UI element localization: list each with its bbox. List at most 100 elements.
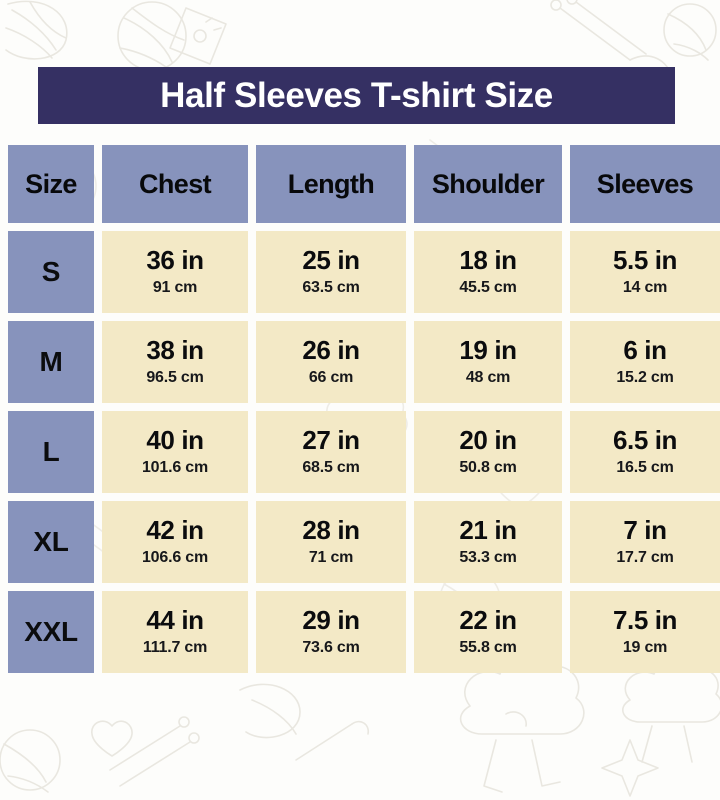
column-header-size: Size	[8, 145, 94, 223]
value-centimeters: 16.5 cm	[616, 459, 674, 477]
value-centimeters: 63.5 cm	[302, 279, 360, 297]
value-centimeters: 101.6 cm	[141, 459, 208, 477]
value-centimeters: 71 cm	[308, 549, 354, 567]
cell-sleeves: 6 in 15.2 cm	[570, 321, 720, 403]
cell-shoulder: 22 in 55.8 cm	[414, 591, 562, 673]
column-header-length: Length	[256, 145, 406, 223]
column-header-label: Chest	[138, 168, 212, 199]
row-size-label: XL	[8, 501, 94, 583]
value-centimeters: 73.6 cm	[302, 639, 360, 657]
cell-sleeves: 7 in 17.7 cm	[570, 501, 720, 583]
value-centimeters: 50.8 cm	[459, 459, 517, 477]
cell-shoulder: 19 in 48 cm	[414, 321, 562, 403]
crochet-hook-icon	[295, 720, 370, 761]
value-centimeters: 15.2 cm	[616, 369, 674, 387]
value-inches: 18 in	[459, 244, 517, 275]
value-inches: 44 in	[146, 604, 204, 635]
column-header-label: Shoulder	[431, 168, 545, 199]
cell-sleeves: 6.5 in 16.5 cm	[570, 411, 720, 493]
cell-sleeves: 7.5 in 19 cm	[570, 591, 720, 673]
value-centimeters: 55.8 cm	[459, 639, 517, 657]
yarn-ball-icon	[663, 3, 717, 61]
value-inches: 42 in	[146, 514, 204, 545]
cell-chest: 36 in 91 cm	[102, 231, 248, 313]
value-centimeters: 91 cm	[152, 279, 198, 297]
size-value: M	[39, 346, 63, 377]
table-row: S 36 in 91 cm 25 in 63.5 cm 18 in 45.5 c…	[8, 231, 720, 313]
yarn-ball-icon	[0, 729, 61, 793]
column-header-shoulder: Shoulder	[414, 145, 562, 223]
table-header-row: Size Chest Length Shoulder Sleeves	[8, 145, 720, 223]
value-centimeters: 68.5 cm	[302, 459, 360, 477]
value-inches: 28 in	[302, 514, 360, 545]
value-inches: 20 in	[459, 424, 517, 455]
column-header-label: Length	[287, 168, 375, 199]
value-centimeters: 106.6 cm	[141, 549, 208, 567]
yarn-ball-icon	[5, 0, 68, 60]
chart-title-bar: Half Sleeves T-shirt Size	[38, 67, 675, 124]
value-inches: 29 in	[302, 604, 360, 635]
row-size-label: L	[8, 411, 94, 493]
size-value: L	[42, 436, 60, 467]
value-inches: 5.5 in	[612, 244, 678, 275]
value-inches: 19 in	[459, 334, 517, 365]
value-centimeters: 14 cm	[622, 279, 668, 297]
value-inches: 27 in	[302, 424, 360, 455]
value-inches: 26 in	[302, 334, 360, 365]
sparkle-icon	[601, 739, 659, 797]
page-title: Half Sleeves T-shirt Size	[160, 76, 553, 115]
cell-length: 26 in 66 cm	[256, 321, 406, 403]
row-size-label: M	[8, 321, 94, 403]
table-row: M 38 in 96.5 cm 26 in 66 cm 19 in 48 cm …	[8, 321, 720, 403]
value-inches: 6 in	[623, 334, 667, 365]
value-centimeters: 96.5 cm	[146, 369, 204, 387]
value-inches: 36 in	[146, 244, 204, 275]
cell-shoulder: 20 in 50.8 cm	[414, 411, 562, 493]
cell-chest: 40 in 101.6 cm	[102, 411, 248, 493]
size-value: XXL	[24, 616, 78, 647]
size-value: S	[41, 256, 61, 287]
table-row: XXL 44 in 111.7 cm 29 in 73.6 cm 22 in 5…	[8, 591, 720, 673]
cell-sleeves: 5.5 in 14 cm	[570, 231, 720, 313]
value-centimeters: 17.7 cm	[616, 549, 674, 567]
table-row: L 40 in 101.6 cm 27 in 68.5 cm 20 in 50.…	[8, 411, 720, 493]
cell-shoulder: 21 in 53.3 cm	[414, 501, 562, 583]
cell-length: 28 in 71 cm	[256, 501, 406, 583]
heart-icon	[91, 720, 133, 757]
cell-length: 29 in 73.6 cm	[256, 591, 406, 673]
yarn-ball-icon	[117, 1, 227, 71]
cell-chest: 38 in 96.5 cm	[102, 321, 248, 403]
table-row: XL 42 in 106.6 cm 28 in 71 cm 21 in 53.3…	[8, 501, 720, 583]
column-header-sleeves: Sleeves	[570, 145, 720, 223]
size-value: XL	[33, 526, 69, 557]
value-inches: 7.5 in	[612, 604, 678, 635]
value-inches: 38 in	[146, 334, 204, 365]
cell-length: 27 in 68.5 cm	[256, 411, 406, 493]
value-inches: 6.5 in	[612, 424, 678, 455]
cell-length: 25 in 63.5 cm	[256, 231, 406, 313]
value-centimeters: 48 cm	[465, 369, 511, 387]
value-inches: 21 in	[459, 514, 517, 545]
value-inches: 40 in	[146, 424, 204, 455]
value-inches: 25 in	[302, 244, 360, 275]
cell-shoulder: 18 in 45.5 cm	[414, 231, 562, 313]
sheep-icon	[459, 655, 585, 793]
row-size-label: XXL	[8, 591, 94, 673]
value-centimeters: 53.3 cm	[459, 549, 517, 567]
size-chart-table: Size Chest Length Shoulder Sleeves S 36 …	[8, 145, 720, 673]
value-centimeters: 66 cm	[308, 369, 354, 387]
cell-chest: 42 in 106.6 cm	[102, 501, 248, 583]
value-centimeters: 111.7 cm	[142, 639, 208, 657]
sheep-icon	[622, 659, 720, 763]
knitting-needles-icon	[109, 716, 200, 787]
column-header-label: Sleeves	[596, 168, 694, 199]
cell-chest: 44 in 111.7 cm	[102, 591, 248, 673]
row-size-label: S	[8, 231, 94, 313]
thread-spool-icon	[239, 683, 301, 739]
value-inches: 22 in	[459, 604, 517, 635]
value-centimeters: 45.5 cm	[459, 279, 517, 297]
column-header-label: Size	[25, 168, 77, 199]
value-centimeters: 19 cm	[622, 639, 668, 657]
column-header-chest: Chest	[102, 145, 248, 223]
